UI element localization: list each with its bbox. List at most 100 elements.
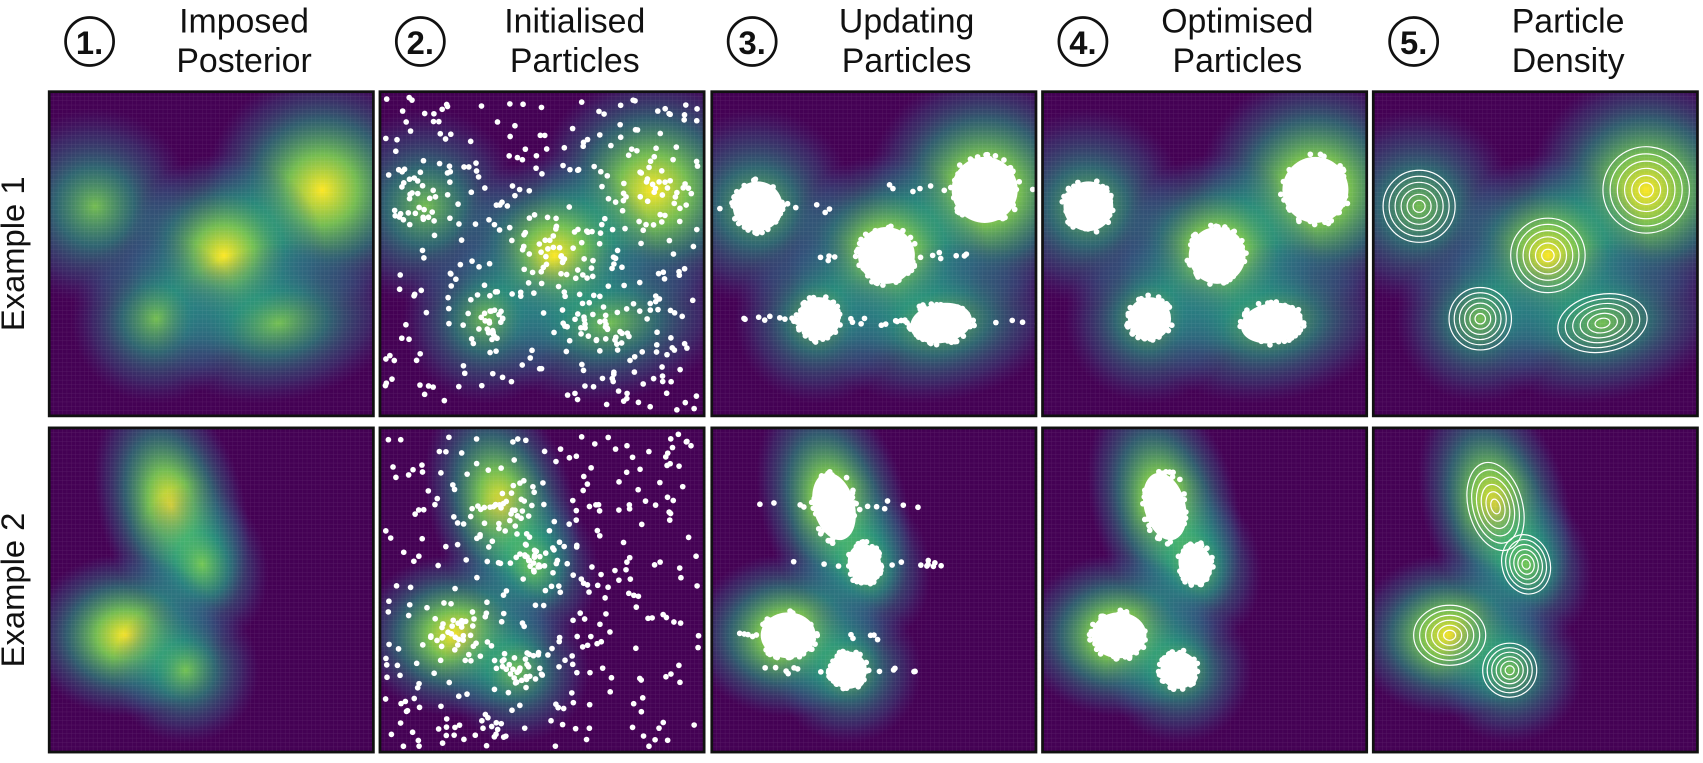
particle [494, 119, 501, 125]
particle [681, 117, 688, 123]
particle [519, 508, 526, 514]
particle [785, 670, 792, 677]
particle [1300, 320, 1307, 326]
particle [741, 315, 747, 322]
particle [741, 182, 748, 189]
particle [857, 541, 864, 548]
particle [484, 326, 491, 332]
particle [454, 541, 461, 548]
particle [480, 725, 486, 732]
particle [782, 316, 788, 322]
particle [625, 590, 632, 597]
particle [1232, 234, 1239, 240]
particle [1155, 294, 1162, 300]
particle [688, 190, 695, 197]
panel-frame [710, 426, 1038, 754]
particle [955, 171, 961, 177]
particle [603, 321, 609, 328]
particle [948, 339, 955, 346]
particle [507, 133, 513, 140]
particle [854, 578, 860, 585]
density-contour [1501, 534, 1552, 595]
particle [1183, 509, 1189, 515]
particle [614, 347, 621, 353]
particle [570, 699, 577, 706]
particle [1255, 300, 1262, 307]
particle [458, 450, 465, 456]
particle [769, 184, 776, 191]
particle [689, 297, 696, 304]
particle [525, 280, 532, 286]
particle [869, 278, 875, 285]
particle [908, 267, 915, 274]
particle [447, 131, 454, 138]
particle [526, 187, 533, 194]
particle [677, 366, 683, 373]
panel-frame [378, 426, 706, 754]
particle [651, 562, 658, 568]
density-contour [1505, 539, 1548, 590]
particle [518, 496, 525, 503]
particle [521, 266, 528, 273]
particle [959, 305, 966, 312]
particle [619, 264, 625, 271]
particle [767, 313, 773, 320]
particle [420, 214, 426, 221]
particle [522, 541, 529, 548]
particle [407, 128, 414, 134]
particle [631, 353, 638, 360]
particle [446, 163, 453, 170]
particle [549, 645, 555, 652]
particle [469, 609, 476, 615]
particle [550, 233, 557, 239]
density-contour [1482, 642, 1538, 698]
particle [822, 294, 829, 300]
particle [431, 232, 438, 239]
particle [498, 465, 504, 471]
particle [1009, 317, 1016, 324]
particle [450, 514, 457, 520]
particle [522, 656, 529, 662]
particle [873, 503, 880, 510]
particle [553, 560, 560, 567]
particle [636, 218, 642, 225]
particle [662, 212, 668, 219]
particle [926, 339, 933, 346]
particle [677, 679, 683, 686]
particle [1122, 654, 1129, 660]
particle [520, 576, 527, 582]
particle [508, 490, 515, 496]
particle [807, 621, 814, 628]
particle [664, 185, 671, 191]
particle [555, 283, 562, 290]
particle [882, 321, 889, 327]
particle [580, 473, 587, 480]
particle [1187, 579, 1194, 586]
particle [1180, 548, 1187, 554]
particle [461, 164, 467, 170]
particle [523, 684, 529, 691]
particle [397, 672, 403, 679]
density-contour [1485, 491, 1506, 522]
particle [455, 201, 461, 207]
particle [481, 520, 488, 527]
density-contour [1517, 553, 1535, 575]
particle [567, 166, 573, 173]
particle [599, 375, 606, 382]
particle [1287, 205, 1294, 211]
density-contour [1491, 651, 1529, 689]
particle [596, 532, 603, 539]
density-contour [1425, 614, 1475, 656]
particle [636, 308, 643, 314]
particle [556, 634, 563, 641]
particle [849, 319, 856, 326]
step-circle [1057, 16, 1109, 67]
column-title: Particle [1512, 3, 1625, 41]
particle [827, 663, 834, 669]
particle [569, 661, 576, 668]
particle [520, 101, 526, 108]
particle [1181, 491, 1187, 497]
particle [731, 194, 737, 200]
particle [596, 108, 602, 115]
particle [1340, 201, 1346, 208]
